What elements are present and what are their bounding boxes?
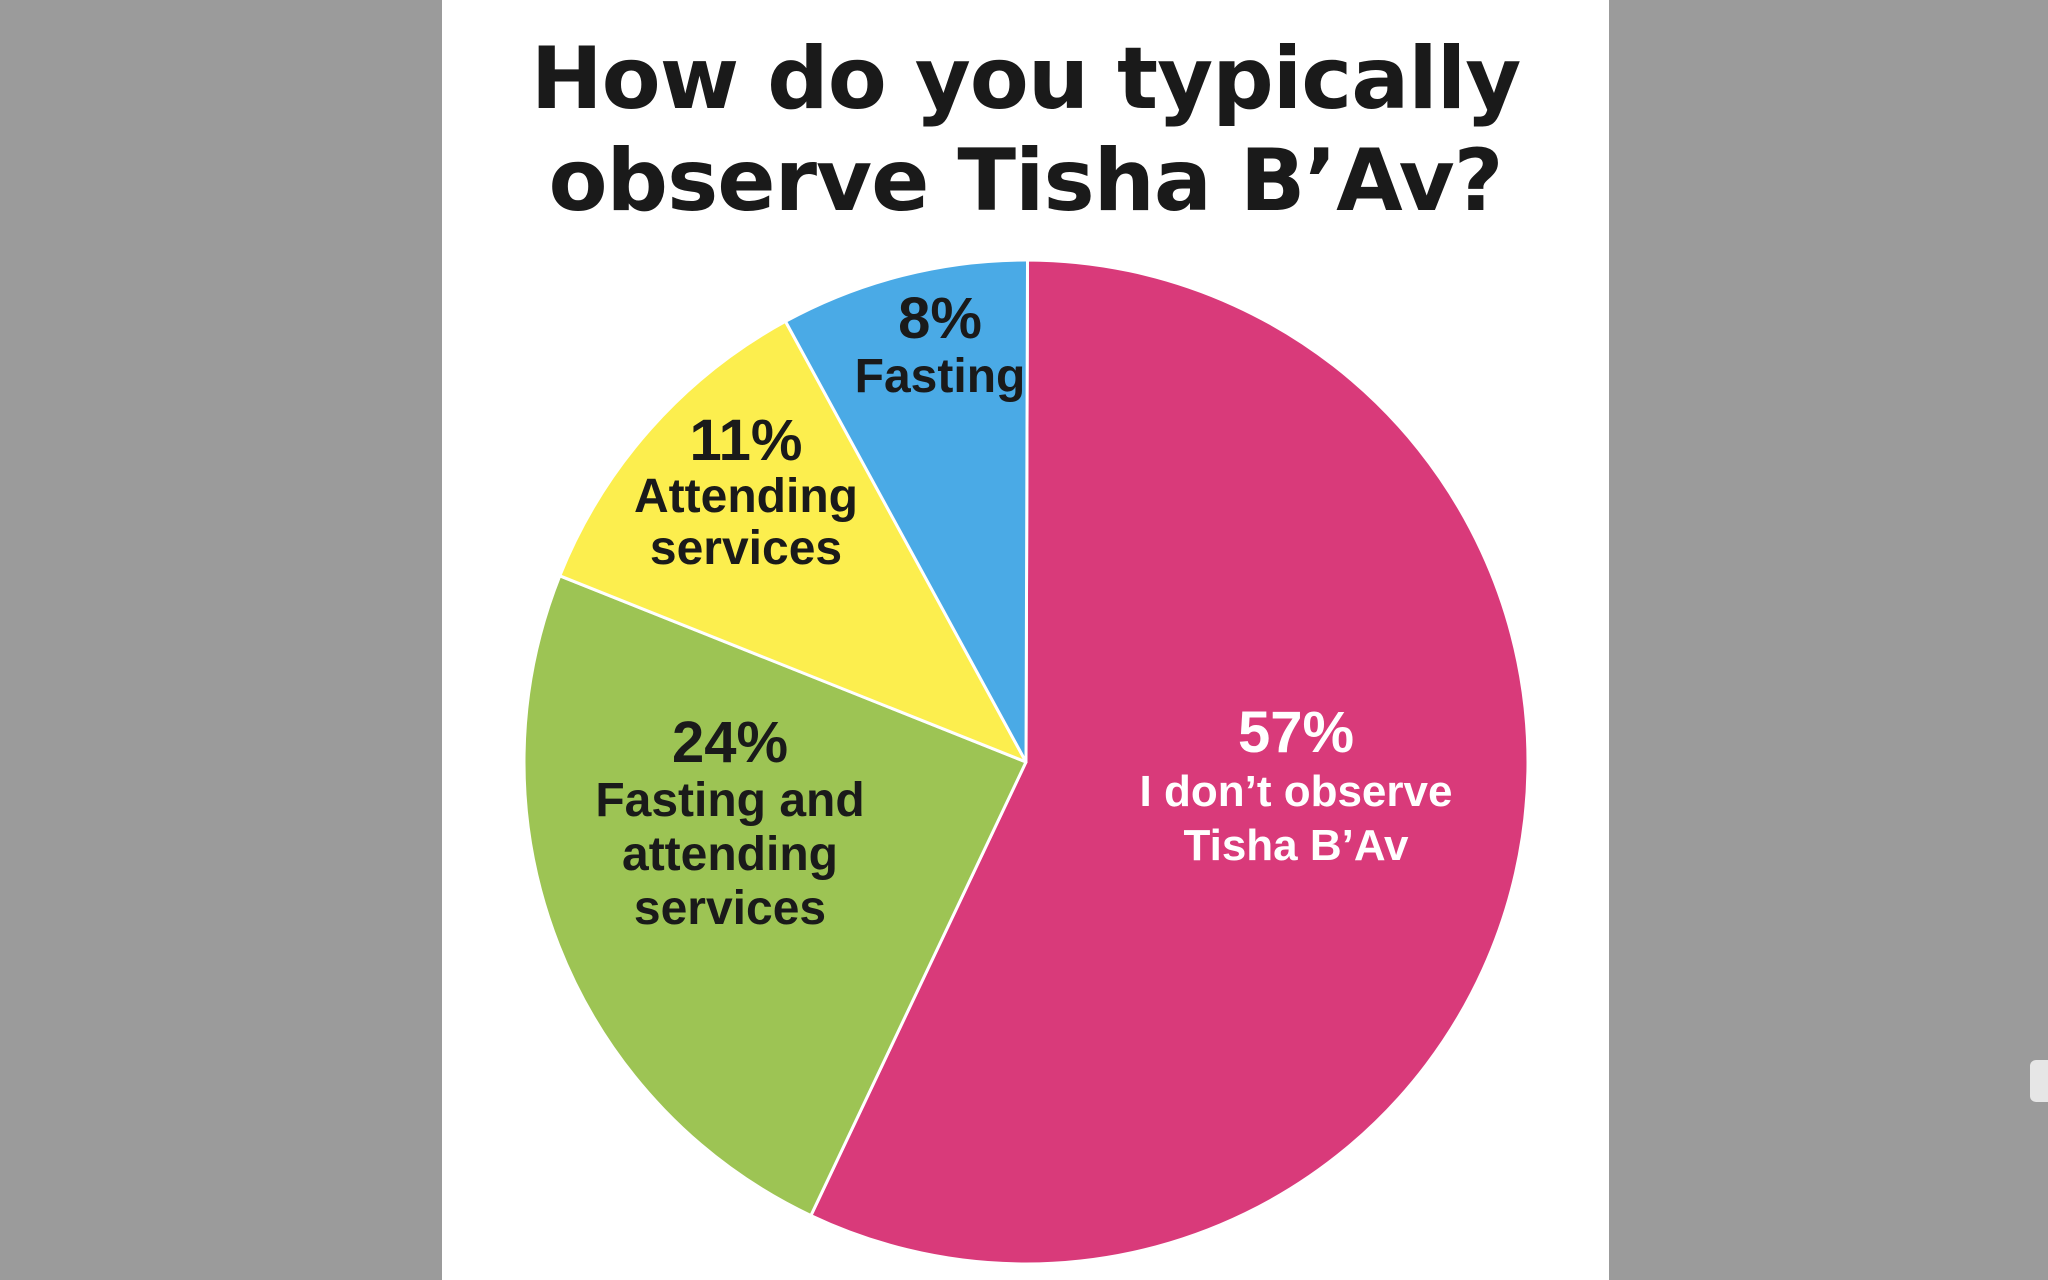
chart-title-line-1: How do you typically xyxy=(530,29,1522,129)
slice-percent-label: 8% xyxy=(898,286,982,351)
chart-title-line-2: observe Tisha B’Av? xyxy=(548,131,1503,231)
slice-percent-label: 57% xyxy=(1238,700,1354,765)
pie-slice-fasting-and-attending-services xyxy=(522,574,1028,1218)
slice-percent-label: 11% xyxy=(690,408,803,473)
slice-category-label: services xyxy=(650,522,842,575)
pie-slice-fasting xyxy=(783,258,1030,764)
slice-category-label: I don’t observe xyxy=(1140,767,1453,816)
chart-title: How do you typically observe Tisha B’Av? xyxy=(442,28,1609,232)
scroll-handle[interactable] xyxy=(2030,1060,2048,1102)
slice-label-group-i-don-t-observe-tisha-b-av: 57%I don’t observe Tisha B’Av xyxy=(1140,700,1453,870)
pie-slice-attending-services xyxy=(558,319,1028,764)
slice-category-label: attending xyxy=(622,828,838,881)
slice-category-label: Attending xyxy=(634,470,858,523)
pie-slices xyxy=(522,258,1530,1266)
slice-label-group-fasting: 8%Fasting xyxy=(855,286,1026,403)
slice-percent-label: 24% xyxy=(672,710,788,775)
slice-category-label: services xyxy=(634,882,826,935)
slice-category-label: Fasting and xyxy=(595,774,864,827)
pie-slice-i-don-t-observe-tisha-b-av xyxy=(809,258,1530,1266)
slice-category-label: Tisha B’Av xyxy=(1184,821,1409,870)
slice-category-label: Fasting xyxy=(855,350,1026,403)
